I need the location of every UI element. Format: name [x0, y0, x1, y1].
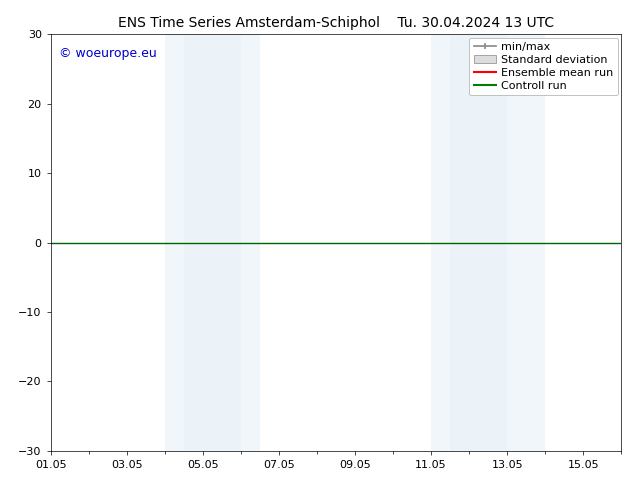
Bar	[507, 34, 545, 451]
Bar	[241, 34, 260, 451]
Bar	[165, 34, 184, 451]
Bar	[184, 34, 241, 451]
Bar	[450, 34, 507, 451]
Legend: min/max, Standard deviation, Ensemble mean run, Controll run: min/max, Standard deviation, Ensemble me…	[469, 38, 618, 95]
Bar	[431, 34, 450, 451]
Title: ENS Time Series Amsterdam-Schiphol    Tu. 30.04.2024 13 UTC: ENS Time Series Amsterdam-Schiphol Tu. 3…	[118, 16, 554, 30]
Text: © woeurope.eu: © woeurope.eu	[59, 47, 157, 60]
